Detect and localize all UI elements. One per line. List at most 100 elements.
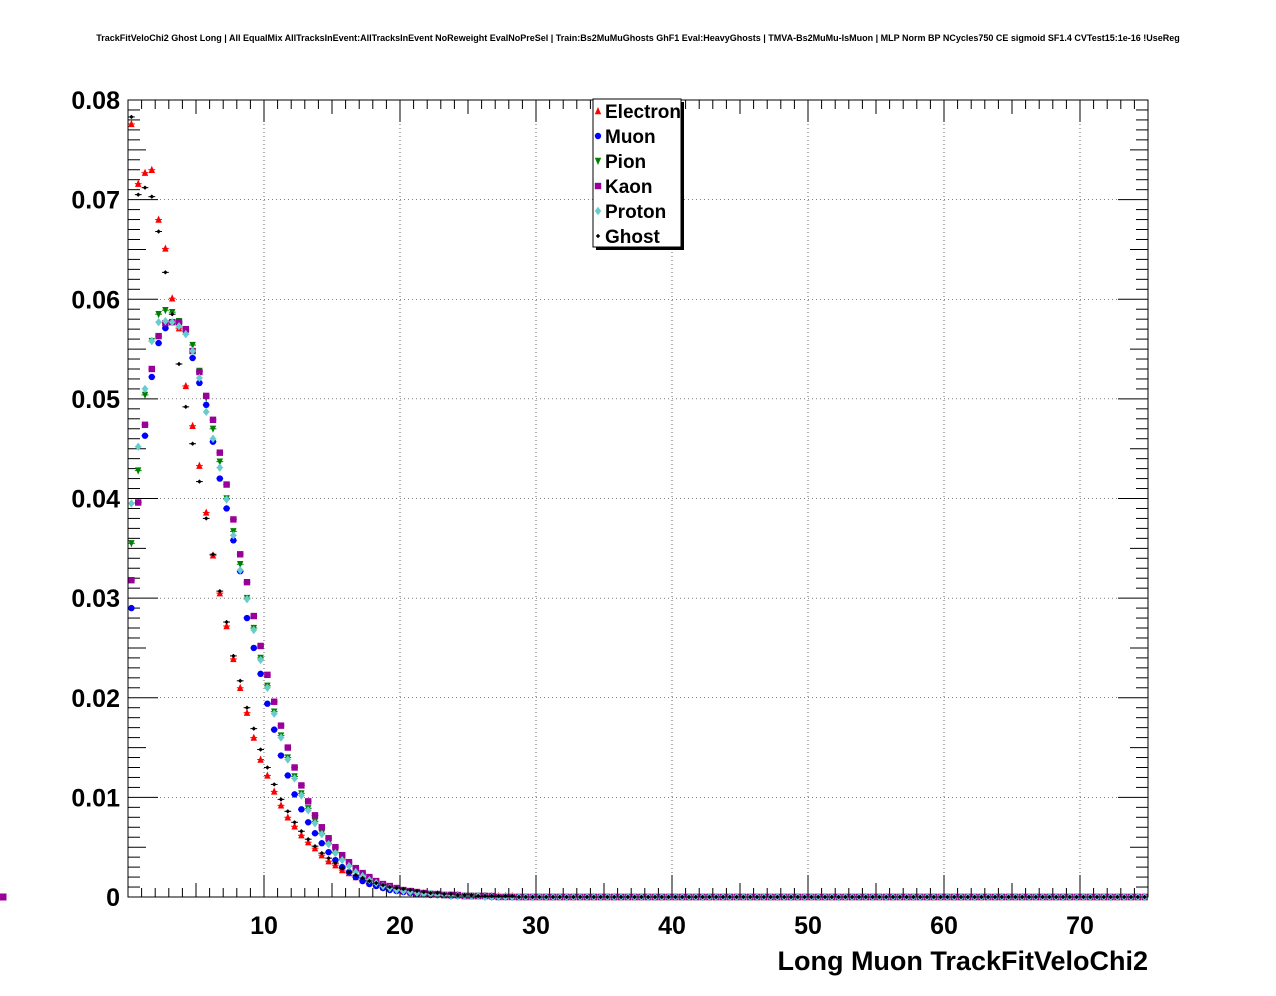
data-point: [408, 887, 413, 893]
data-point: [128, 499, 135, 508]
data-point: [257, 642, 264, 650]
data-point: [264, 683, 271, 692]
data-point: [128, 540, 135, 548]
data-point: [305, 806, 312, 815]
data-point: [414, 888, 420, 894]
x-tick-label: 20: [386, 912, 414, 940]
data-point: [155, 310, 162, 319]
data-point: [401, 886, 406, 892]
data-point: [318, 830, 325, 839]
legend-label: Muon: [605, 127, 656, 148]
x-tick-label: 50: [794, 912, 822, 940]
data-point: [325, 839, 332, 849]
legend-label: Proton: [605, 202, 666, 223]
data-point: [510, 893, 515, 899]
legend-label: Electron: [605, 102, 681, 123]
data-point: [257, 655, 264, 665]
data-point: [176, 361, 182, 367]
y-tick-label: 0.01: [71, 784, 120, 812]
legend-marker: [594, 182, 602, 190]
series-ghost: [128, 114, 1148, 900]
series-kaon: [0, 318, 1148, 901]
data-point: [264, 671, 271, 679]
data-point: [305, 838, 312, 846]
data-point: [442, 891, 447, 897]
series-muon: [0, 318, 1148, 901]
data-point: [496, 893, 501, 899]
data-point: [189, 346, 196, 356]
data-point: [237, 561, 244, 569]
data-point: [325, 857, 332, 865]
data-point: [203, 401, 210, 409]
data-point: [332, 843, 339, 851]
data-point: [237, 566, 244, 575]
data-point: [148, 165, 155, 173]
data-point: [251, 726, 256, 731]
data-point: [209, 434, 217, 443]
data-point: [353, 872, 358, 878]
data-point: [203, 407, 210, 417]
y-tick-label: 0.02: [71, 685, 120, 713]
data-point: [469, 892, 474, 898]
x-tick-label: 70: [1066, 912, 1094, 940]
data-point: [325, 848, 332, 856]
data-point: [264, 700, 271, 707]
data-point: [394, 885, 399, 891]
data-point: [238, 678, 243, 684]
data-point: [435, 890, 440, 896]
legend-box: [592, 98, 682, 248]
data-point: [250, 644, 257, 652]
data-point: [298, 806, 305, 813]
data-point: [284, 772, 291, 779]
data-point: [298, 782, 305, 789]
data-point: [311, 812, 319, 819]
data-point: [216, 463, 223, 472]
data-point: [148, 336, 155, 346]
data-point: [243, 578, 251, 586]
data-point: [216, 449, 223, 456]
data-point: [285, 809, 290, 814]
data-point: [141, 168, 149, 176]
data-point: [141, 384, 149, 394]
data-point: [243, 614, 251, 622]
data-point: [421, 889, 426, 895]
data-point: [311, 830, 319, 837]
x-tick-label: 60: [930, 912, 958, 940]
data-point: [136, 192, 141, 197]
series-electron: [128, 119, 1148, 901]
data-point: [0, 893, 7, 901]
data-point: [169, 294, 176, 302]
data-point: [359, 877, 366, 885]
data-point: [224, 619, 229, 625]
data-point: [197, 479, 202, 484]
data-point: [455, 892, 460, 898]
data-point: [284, 813, 291, 821]
data-point: [306, 837, 311, 842]
data-point: [190, 441, 195, 446]
data-point: [339, 851, 346, 859]
data-point: [196, 368, 203, 376]
data-point: [326, 855, 331, 861]
legend-marker: [594, 206, 602, 216]
x-tick-label: 10: [250, 912, 278, 940]
data-point: [264, 771, 271, 779]
data-point: [374, 880, 379, 886]
data-points: [0, 114, 1148, 902]
data-point: [230, 516, 237, 523]
data-point: [163, 270, 168, 275]
data-point: [243, 708, 251, 716]
data-point: [210, 552, 216, 557]
data-point: [298, 831, 305, 839]
data-point: [448, 891, 454, 897]
data-point: [231, 653, 236, 659]
data-point: [345, 861, 353, 871]
data-point: [223, 505, 230, 512]
legend-marker: [594, 107, 602, 115]
data-point: [141, 421, 149, 428]
data-point: [155, 339, 162, 347]
data-point: [243, 594, 251, 604]
data-point: [182, 325, 189, 333]
data-point: [333, 860, 338, 866]
data-point: [196, 461, 203, 469]
